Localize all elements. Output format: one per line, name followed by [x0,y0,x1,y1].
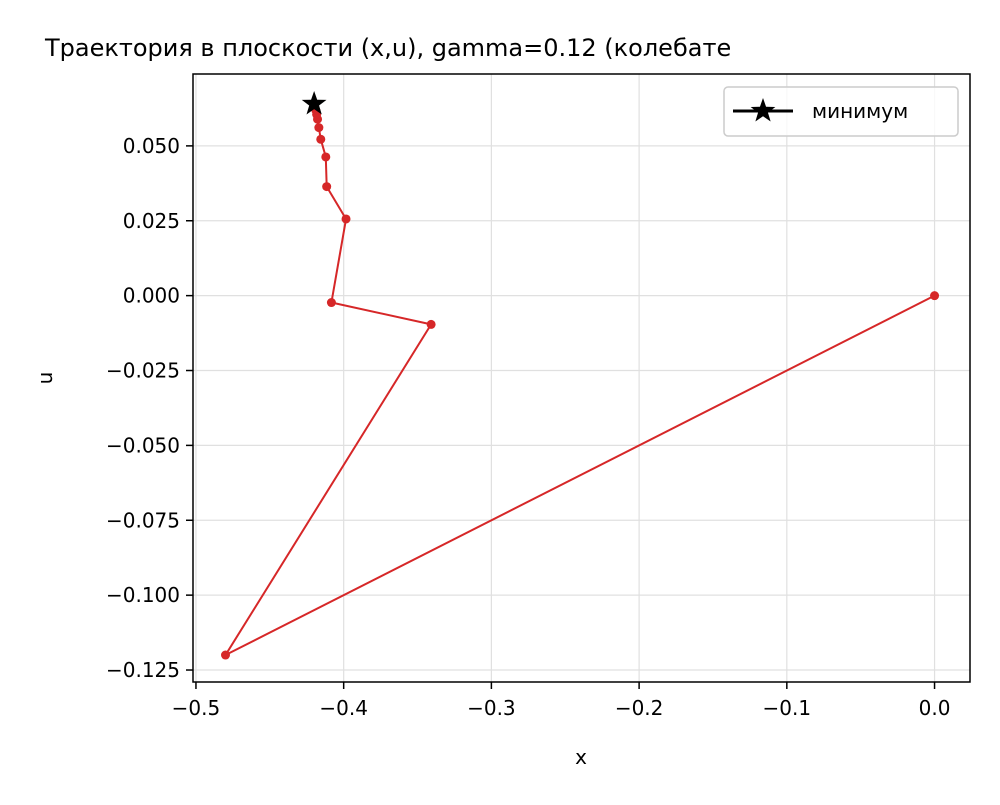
y-tick-label: 0.000 [123,284,180,308]
trajectory-point [220,650,230,660]
x-tick-label: −0.1 [763,696,812,720]
y-tick-label: −0.050 [106,433,180,457]
x-tick-label: −0.4 [319,696,368,720]
y-tick-label: −0.025 [106,359,180,383]
x-tick-label: −0.5 [172,696,221,720]
trajectory-point [322,182,332,192]
legend: минимум [723,86,959,137]
trajectory-point [316,134,326,144]
x-tick-label: −0.2 [615,696,664,720]
trajectory-point [930,291,940,301]
trajectory-line [224,110,936,657]
y-axis-label: u [33,372,57,385]
minimum-star-marker [301,90,327,115]
x-tick-label: −0.3 [467,696,516,720]
tick-layer: −0.5 −0.4 −0.3 −0.2 −0.1 0.0 0.050 0.025 0.000 −0… [106,134,950,720]
legend-label: минимум [812,99,908,123]
trajectory-point [426,319,436,329]
y-tick-label: 0.025 [123,209,180,233]
x-tick-label: 0.0 [919,696,951,720]
chart-title: Траектория в плоскости (x,u), gamma=0.12… [44,34,731,62]
x-axis-label: x [575,745,587,769]
trajectory-point [326,298,336,308]
trajectory-point [321,152,331,162]
series-layer [220,90,940,660]
trajectory-point [314,123,324,133]
grid-layer [193,74,970,682]
plot-frame [192,73,971,683]
y-tick-label: −0.100 [106,583,180,607]
y-tick-label: −0.075 [106,508,180,532]
legend-star-marker [750,98,776,122]
y-tick-label: −0.125 [106,658,180,682]
y-tick-label: 0.050 [123,134,180,158]
trajectory-point [341,214,351,224]
legend-star-icon [750,98,776,122]
legend-box [723,86,959,137]
